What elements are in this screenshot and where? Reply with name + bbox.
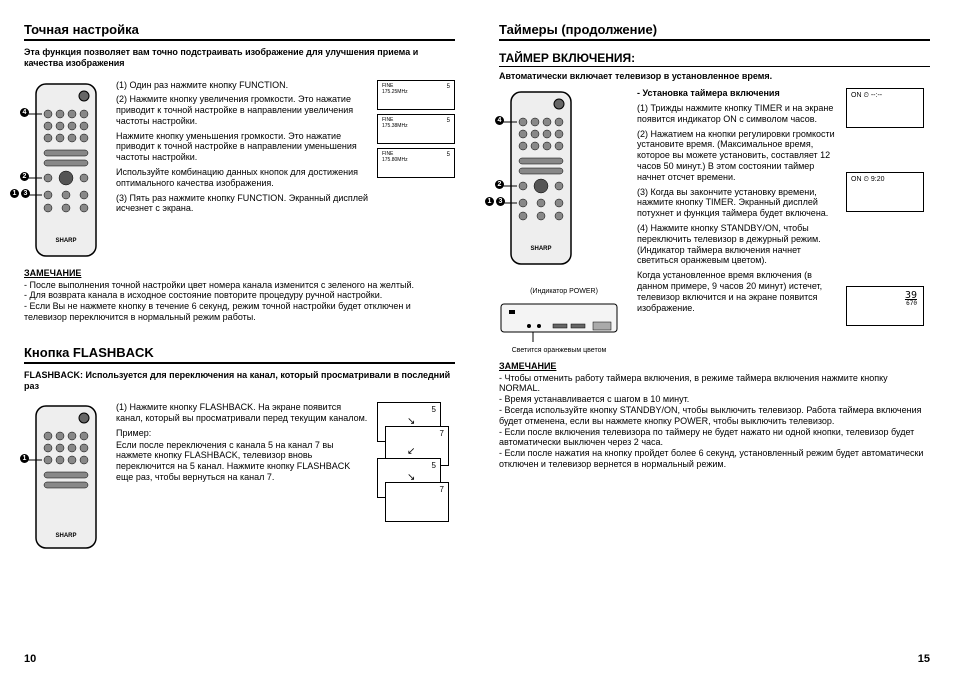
right-note-1: - Чтобы отменить работу таймера включени… xyxy=(499,373,930,395)
flashback-row: SHARP 1 (1) Нажмите кнопку FLASHBACK. На… xyxy=(24,402,455,554)
fig3-freq: 175.80MHz xyxy=(382,158,450,163)
fb-step1: (1) Нажмите кнопку FLASHBACK. На экране … xyxy=(116,402,369,424)
right-note-5: - Если после нажатия на кнопку пройдет б… xyxy=(499,448,930,470)
flashback-text: (1) Нажмите кнопку FLASHBACK. На экране … xyxy=(116,402,369,554)
ft-step2: (2) Нажмите кнопку увеличения громкости.… xyxy=(116,94,369,126)
fine-tune-row: SHARP 4 2 13 (1) Один раз нажмите кнопку… xyxy=(24,80,455,262)
svg-text:SHARP: SHARP xyxy=(55,238,76,244)
timer-s2: (2) Нажатием на кнопки регулировки громк… xyxy=(637,129,838,183)
arrow-icon: ↘ xyxy=(407,416,415,427)
fig1-freq: 175.25MHz xyxy=(382,90,450,95)
right-title: Таймеры (продолжение) xyxy=(499,22,930,41)
remote-illustration-1: SHARP 4 2 13 xyxy=(24,80,108,262)
right-page-number: 15 xyxy=(499,643,930,665)
remote-illustration-2: SHARP 1 xyxy=(24,402,108,554)
timer-s5: Когда установленное время включения (в д… xyxy=(637,270,838,313)
flashback-figures: 5 7 5 7 ↘ ↙ ↘ xyxy=(377,402,455,522)
timer-row: SHARP 4 2 13 (Индикатор POWER) xyxy=(499,88,930,354)
fb-num-4: 7 xyxy=(440,485,444,494)
svg-text:SHARP: SHARP xyxy=(530,246,551,252)
right-page: Таймеры (продолжение) ТАЙМЕР ВКЛЮЧЕНИЯ: … xyxy=(477,22,930,665)
marker-2: 2 xyxy=(20,172,29,181)
fb-example-h: Пример: xyxy=(116,428,369,439)
flashback-title: Кнопка FLASHBACK xyxy=(24,345,455,364)
left-title: Точная настройка xyxy=(24,22,455,41)
flashback-intro: FLASHBACK: Используется для переключения… xyxy=(24,370,455,393)
note-heading-1: ЗАМЕЧАНИЕ xyxy=(24,268,455,278)
timer-s1: (1) Трижды нажмите кнопку TIMER и на экр… xyxy=(637,103,838,125)
marker-fb-1: 1 xyxy=(20,454,29,463)
left-note-1: - После выполнения точной настройки цвет… xyxy=(24,280,455,291)
ft-step1: (1) Один раз нажмите кнопку FUNCTION. xyxy=(116,80,369,91)
fb-num-2: 7 xyxy=(440,429,444,438)
timer-s4: (4) Нажмите кнопку STANDBY/ON, чтобы пер… xyxy=(637,223,838,266)
fig-fine-3: FINE5 175.80MHz xyxy=(377,148,455,178)
left-intro: Эта функция позволяет вам точно подстраи… xyxy=(24,47,455,70)
fig-fine-1: FINE5 175.25MHz xyxy=(377,80,455,110)
fine-tune-note: ЗАМЕЧАНИЕ - После выполнения точной наст… xyxy=(24,262,455,323)
fine-tune-text: (1) Один раз нажмите кнопку FUNCTION. (2… xyxy=(116,80,369,262)
power-indicator-caption: (Индикатор POWER) xyxy=(499,288,629,296)
timer-left-col: SHARP 4 2 13 (Индикатор POWER) xyxy=(499,88,629,354)
marker-4b: 4 xyxy=(495,116,504,125)
svg-text:SHARP: SHARP xyxy=(55,533,76,539)
left-note-3: - Если Вы не нажмете кнопку в течение 6 … xyxy=(24,301,455,323)
fb-example: Если после переключения с канала 5 на ка… xyxy=(116,440,369,483)
right-note-3: - Всегда используйте кнопку STANDBY/ON, … xyxy=(499,405,930,427)
orange-caption: Светится оранжевым цветом xyxy=(499,347,619,355)
timer-fig1-text: ON ⏲ --:-- xyxy=(851,92,919,99)
timer-fig-2: ON ⏲ 9:20 xyxy=(846,172,924,212)
marker-1: 1 xyxy=(10,189,19,198)
arrow-icon: ↘ xyxy=(407,472,415,483)
timer-fig-1: ON ⏲ --:-- xyxy=(846,88,924,128)
fig3-ch: 5 xyxy=(447,152,450,158)
fine-tune-figures: FINE5 175.25MHz FINE5 175.38MHz FINE5 17… xyxy=(377,80,455,262)
fb-box-4: 7 xyxy=(385,482,449,522)
left-page: Точная настройка Эта функция позволяет в… xyxy=(24,22,477,665)
fb-num-3: 5 xyxy=(432,461,436,470)
timer-note: ЗАМЕЧАНИЕ - Чтобы отменить работу таймер… xyxy=(499,355,930,470)
ft-step2c: Используйте комбинацию данных кнопок для… xyxy=(116,167,369,189)
note-heading-2: ЗАМЕЧАНИЕ xyxy=(499,361,930,371)
ft-step2b: Нажмите кнопку уменьшения громкости. Это… xyxy=(116,131,369,163)
fig-fine-2: FINE5 175.38MHz xyxy=(377,114,455,144)
timer-fig-3: 39 670 xyxy=(846,286,924,326)
timer-fig2-text: ON ⏲ 9:20 xyxy=(851,176,919,183)
timer-on-heading: ТАЙМЕР ВКЛЮЧЕНИЯ: xyxy=(499,51,930,67)
timer-s3: (3) Когда вы закончите установку времени… xyxy=(637,187,838,219)
right-note-2: - Время устанавливается с шагом в 10 мин… xyxy=(499,394,930,405)
marker-3b: 3 xyxy=(496,197,505,206)
fb-num-1: 5 xyxy=(432,405,436,414)
timer-figures: ON ⏲ --:-- ON ⏲ 9:20 39 670 xyxy=(846,88,930,354)
marker-1b: 1 xyxy=(485,197,494,206)
arrow-icon: ↙ xyxy=(407,446,415,457)
marker-2b: 2 xyxy=(495,180,504,189)
tv-unit-icon xyxy=(499,302,619,342)
fig2-freq: 175.38MHz xyxy=(382,124,450,129)
fig2-ch: 5 xyxy=(447,118,450,124)
right-note-4: - Если после включения телевизора по тай… xyxy=(499,427,930,449)
timer-subheading: - Установка таймера включения xyxy=(637,88,838,99)
left-page-number: 10 xyxy=(24,643,455,665)
timer-text: - Установка таймера включения (1) Трижды… xyxy=(637,88,838,354)
ft-step3: (3) Пять раз нажмите кнопку FUNCTION. Эк… xyxy=(116,193,369,215)
left-note-2: - Для возврата канала в исходное состоян… xyxy=(24,290,455,301)
marker-4: 4 xyxy=(20,108,29,117)
fig1-ch: 5 xyxy=(447,84,450,90)
timer-intro: Автоматически включает телевизор в устан… xyxy=(499,71,930,82)
timer-fig3-b: 670 xyxy=(853,301,917,307)
remote-illustration-3: SHARP 4 2 13 xyxy=(499,88,583,270)
marker-3: 3 xyxy=(21,189,30,198)
